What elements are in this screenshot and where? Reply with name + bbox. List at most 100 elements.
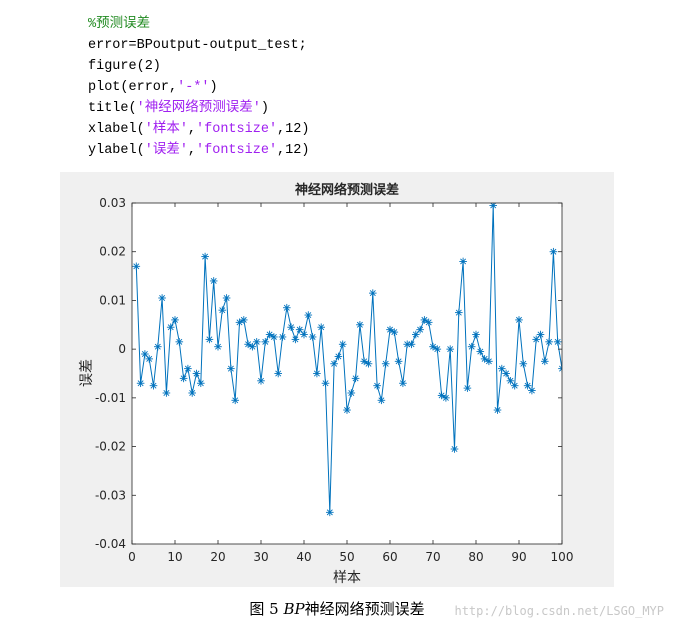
data-point-marker [175, 338, 184, 346]
data-point-marker [304, 311, 313, 319]
code-plot-str: '-*' [177, 80, 210, 95]
y-tick-label: -0.03 [95, 488, 126, 502]
data-point-marker [390, 328, 399, 336]
code-line-plot: plot(error,'-*') [88, 77, 309, 98]
matlab-code-block: %预测误差 error=BPoutput-output_test; figure… [88, 14, 309, 161]
code-title-str: '神经网络预测误差' [136, 101, 261, 116]
data-point-marker [270, 333, 278, 341]
code-comment: %预测误差 [88, 17, 151, 32]
data-point-marker [295, 325, 304, 334]
data-point-marker [450, 445, 459, 453]
code-line-ylabel: ylabel('误差','fontsize',12) [88, 140, 309, 161]
x-tick-label: 10 [167, 550, 182, 564]
x-tick-label: 80 [468, 550, 483, 564]
data-point-marker [265, 330, 274, 339]
data-point-marker [287, 323, 295, 332]
data-point-marker [209, 277, 218, 285]
data-point-marker [317, 323, 325, 332]
y-tick-label: 0.03 [99, 196, 126, 210]
data-point-marker [214, 342, 222, 351]
data-point-marker [132, 262, 141, 271]
data-point-marker [244, 340, 252, 349]
data-point-marker [222, 294, 231, 302]
code-line-xlabel: xlabel('样本','fontsize',12) [88, 119, 309, 140]
code-line-error: error=BPoutput-output_test; [88, 38, 307, 53]
code-xlabel-str2: 'fontsize' [196, 122, 278, 137]
data-point-marker [171, 316, 179, 324]
code-title-post: ) [260, 101, 269, 116]
data-point-marker [463, 384, 472, 392]
data-point-marker [442, 394, 450, 402]
code-xlabel-str1: '样本' [144, 122, 188, 137]
code-comment-line: %预测误差 [88, 14, 309, 35]
data-point-marker [493, 406, 502, 414]
data-point-marker [446, 345, 454, 353]
data-point-marker [416, 325, 424, 334]
data-point-marker [184, 364, 192, 373]
data-point-marker [257, 377, 265, 385]
data-point-marker [188, 389, 196, 397]
data-point-marker [528, 386, 536, 395]
y-axis-label: 误差 [79, 359, 95, 387]
code-plot-post: ) [209, 80, 218, 95]
data-point-marker [231, 396, 239, 405]
x-tick-label: 40 [296, 550, 311, 564]
data-point-marker [485, 357, 493, 366]
data-point-marker [424, 318, 433, 327]
x-axis-label: 样本 [333, 570, 361, 586]
data-point-marker [373, 381, 381, 390]
data-point-marker [205, 335, 214, 344]
x-tick-label: 60 [382, 550, 397, 564]
y-tick-label: -0.04 [95, 537, 126, 551]
data-point-marker [278, 333, 287, 341]
code-ylabel-post: ,12) [277, 143, 310, 158]
caption-suffix: 神经网络预测误差 [304, 600, 425, 618]
data-point-marker [545, 338, 553, 346]
data-point-marker [502, 369, 510, 378]
data-point-marker [334, 352, 343, 361]
data-point-marker [197, 379, 205, 388]
data-point-marker [351, 374, 360, 383]
code-plot-pre: plot(error, [88, 80, 178, 95]
data-point-marker [407, 340, 416, 349]
data-point-marker [360, 357, 368, 366]
data-point-marker [532, 335, 540, 344]
data-point-marker [489, 203, 497, 210]
y-tick-label: 0 [118, 342, 126, 356]
data-point-marker [162, 389, 171, 397]
data-point-marker [523, 381, 532, 390]
y-tick-label: -0.02 [95, 440, 126, 454]
data-point-marker [433, 345, 442, 353]
code-title-pre: title( [88, 101, 137, 116]
data-point-marker [136, 379, 145, 388]
data-point-marker [394, 357, 403, 366]
data-point-marker [338, 340, 347, 349]
data-point-marker [553, 338, 562, 346]
data-point-marker [506, 377, 515, 385]
data-point-marker [467, 342, 476, 351]
data-point-marker [261, 338, 270, 346]
data-point-marker [313, 369, 321, 378]
data-point-marker [356, 320, 364, 329]
data-point-marker [192, 369, 201, 378]
data-point-marker [399, 379, 407, 388]
data-point-marker [145, 355, 153, 363]
data-point-marker [154, 342, 162, 351]
code-ylabel-pre: ylabel( [88, 143, 145, 158]
y-axis-ticks: 0.03 0.02 0.01 0 -0.01 -0.02 -0.03 -0.04 [95, 196, 562, 551]
x-tick-label: 0 [128, 550, 136, 564]
error-chart: 0 10 20 30 40 50 60 70 80 90 100 0.030.020.010-0.0… [79, 182, 573, 586]
code-line-figure: figure(2) [88, 59, 161, 74]
data-point-marker [166, 323, 175, 332]
y-tick-label: 0.01 [99, 293, 126, 307]
data-point-marker [158, 294, 166, 302]
data-point-marker [326, 508, 334, 517]
x-tick-label: 30 [253, 550, 268, 564]
code-ylabel-str1: '误差' [144, 143, 188, 158]
data-point-marker [519, 359, 528, 368]
data-point-marker [369, 289, 377, 297]
data-point-marker [252, 338, 261, 346]
data-point-marker [429, 342, 437, 351]
code-ylabel-str2: 'fontsize' [196, 143, 278, 158]
figure-caption: 图 5 BP神经网络预测误差 [0, 598, 674, 619]
